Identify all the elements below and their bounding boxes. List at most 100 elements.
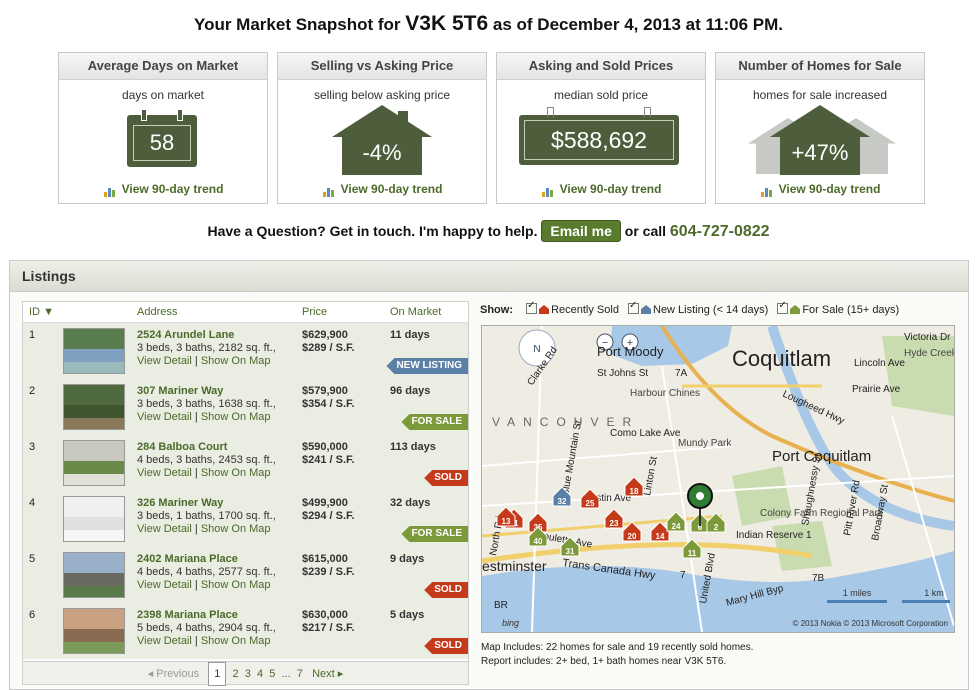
map-label: Port Coquitlam <box>772 448 871 465</box>
listings-map[interactable]: N − + Port Moody Coquitlam Port Coquitlam V… <box>481 325 955 633</box>
table-row[interactable]: 1 2524 Arundel Lane 3 beds, 3 baths, 2182 … <box>23 323 468 380</box>
page-2[interactable]: 2 <box>232 668 239 680</box>
col-on-market[interactable]: On Market <box>390 306 442 318</box>
view-detail-link[interactable]: View Detail <box>137 635 192 647</box>
listing-address[interactable]: 2398 Mariana Place <box>137 609 238 621</box>
map-label: 7B <box>812 573 825 584</box>
listing-price-per-sf: $241 / S.F. <box>302 454 355 466</box>
map-marker: 25 <box>580 488 600 509</box>
view-detail-link[interactable]: View Detail <box>137 579 192 591</box>
view-trend-link[interactable]: View 90-day trend <box>278 182 486 197</box>
listing-links: View Detail | Show On Map <box>137 467 271 479</box>
listing-photo[interactable] <box>63 552 125 598</box>
table-header: ID ▼ Address Price On Market <box>23 302 468 323</box>
listing-address[interactable]: 326 Mariner Way <box>137 497 224 509</box>
map-label: Victoria Dr <box>904 332 951 343</box>
card-subtitle: days on market <box>121 88 205 102</box>
bar-chart-icon <box>103 183 117 197</box>
col-price[interactable]: Price <box>302 306 328 318</box>
listing-photo[interactable] <box>63 384 125 430</box>
table-row[interactable]: 5 2402 Mariana Place 4 beds, 4 baths, 2577… <box>23 547 468 604</box>
status-badge: FOR SALE <box>401 526 468 542</box>
col-address[interactable]: Address <box>137 306 178 318</box>
card-value: -4% <box>342 137 422 175</box>
map-label: Austin Ave <box>584 493 632 504</box>
show-on-map-link[interactable]: Show On Map <box>200 579 271 591</box>
show-on-map-link[interactable]: Show On Map <box>200 355 271 367</box>
card-subtitle: selling below asking price <box>313 88 451 102</box>
show-on-map-link[interactable]: Show On Map <box>200 523 271 535</box>
view-trend-link[interactable]: View 90-day trend <box>716 182 924 197</box>
listing-photo[interactable] <box>63 496 125 542</box>
page-7[interactable]: 7 <box>296 668 303 680</box>
table-row[interactable]: 6 2398 Mariana Place 5 beds, 4 baths, 2904… <box>23 603 468 660</box>
view-detail-link[interactable]: View Detail <box>137 523 192 535</box>
view-detail-link[interactable]: View Detail <box>137 355 192 367</box>
show-on-map-link[interactable]: Show On Map <box>200 467 271 479</box>
status-badge: SOLD <box>424 470 468 486</box>
svg-text:2: 2 <box>714 523 719 532</box>
svg-text:6: 6 <box>698 523 703 532</box>
calendar-icon: 58 <box>127 109 197 167</box>
listing-photo[interactable] <box>63 608 125 654</box>
listing-days-on-market: 11 days <box>390 329 430 341</box>
map-label: Lincoln Ave <box>854 358 905 369</box>
page-4[interactable]: 4 <box>257 668 264 680</box>
for-sale-house-icon <box>790 305 801 314</box>
card-title: Average Days on Market <box>59 53 267 80</box>
phone-number[interactable]: 604-727-0822 <box>669 223 770 240</box>
page-5[interactable]: 5 <box>269 668 276 680</box>
page-3[interactable]: 3 <box>244 668 251 680</box>
card-selling-vs-asking: Selling vs Asking Price selling below as… <box>277 52 487 204</box>
listing-address[interactable]: 284 Balboa Court <box>137 441 228 453</box>
map-marker: 14 <box>650 521 670 542</box>
listing-days-on-market: 96 days <box>390 385 431 397</box>
svg-text:18: 18 <box>630 487 639 496</box>
view-detail-link[interactable]: View Detail <box>137 411 192 423</box>
previous-page-button[interactable]: ◂ Previous <box>147 668 200 680</box>
listing-price-per-sf: $239 / S.F. <box>302 566 355 578</box>
sort-down-icon: ▼ <box>43 306 54 318</box>
map-label: Colony Farm Regional Park <box>760 508 884 519</box>
listing-details: 4 beds, 3 baths, 2453 sq. ft., <box>137 454 276 466</box>
listing-address[interactable]: 307 Mariner Way <box>137 385 224 397</box>
table-row[interactable]: 2 307 Mariner Way 3 beds, 3 baths, 1638 sq… <box>23 379 468 436</box>
table-row[interactable]: 3 284 Balboa Court 4 beds, 3 baths, 2453 s… <box>23 435 468 492</box>
house-icon: +47% <box>770 105 870 175</box>
next-page-button[interactable]: Next ▸ <box>312 668 344 680</box>
map-marker: 31 <box>560 536 580 557</box>
svg-text:11: 11 <box>688 549 697 558</box>
listing-price: $629,900 $289 / S.F. <box>302 329 355 354</box>
email-me-button[interactable]: Email me <box>541 220 621 242</box>
col-id[interactable]: ID ▼ <box>29 306 54 318</box>
map-marker: 18 <box>624 476 644 497</box>
map-marker: 20 <box>622 521 642 542</box>
map-includes-note: Map Includes: 22 homes for sale and 19 r… <box>481 642 754 653</box>
recently-sold-checkbox[interactable] <box>526 300 538 314</box>
show-on-map-link[interactable]: Show On Map <box>200 635 271 647</box>
pager: ◂ Previous 1 2 3 4 5 ... 7 Next ▸ <box>23 661 468 686</box>
listing-address[interactable]: 2524 Arundel Lane <box>137 329 235 341</box>
bar-chart-icon <box>322 183 336 197</box>
show-on-map-link[interactable]: Show On Map <box>200 411 271 423</box>
card-asking-sold-prices: Asking and Sold Prices median sold price… <box>496 52 706 204</box>
listing-address[interactable]: 2402 Mariana Place <box>137 553 238 565</box>
listing-price: $630,000 $217 / S.F. <box>302 609 355 634</box>
zoom-in-icon <box>621 333 639 351</box>
status-badge: NEW LISTING <box>386 358 468 374</box>
listing-price: $579,900 $354 / S.F. <box>302 385 355 410</box>
map-label: Como Lake Ave <box>610 428 681 439</box>
page-title: Your Market Snapshot for V3K 5T6 as of D… <box>194 12 783 35</box>
listing-photo[interactable] <box>63 328 125 374</box>
view-trend-link[interactable]: View 90-day trend <box>497 182 705 197</box>
new-listing-checkbox[interactable] <box>628 300 639 314</box>
view-trend-link[interactable]: View 90-day trend <box>59 182 267 197</box>
map-marker: 40 <box>528 526 548 547</box>
view-detail-link[interactable]: View Detail <box>137 467 192 479</box>
table-row[interactable]: 4 326 Mariner Way 3 beds, 1 baths, 1700 sq… <box>23 491 468 548</box>
listing-id: 5 <box>29 553 36 565</box>
for-sale-checkbox[interactable] <box>777 300 789 314</box>
page-1[interactable]: 1 <box>208 662 227 686</box>
listing-photo[interactable] <box>63 440 125 486</box>
